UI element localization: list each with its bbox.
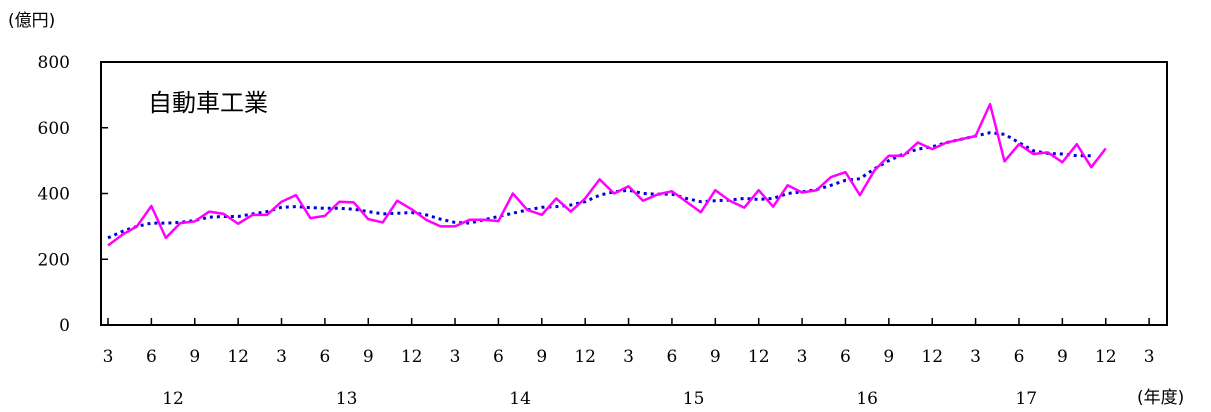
x-tick-label: 3	[276, 347, 287, 367]
year-label: 13	[336, 389, 358, 409]
x-tick-label: 12	[401, 347, 423, 367]
x-tick-label: 6	[1014, 347, 1025, 367]
y-axis: 0 200 400 600 800	[38, 53, 108, 336]
x-tick-label: 6	[146, 347, 157, 367]
x-tick-label: 9	[883, 347, 894, 367]
x-tick-label: 6	[667, 347, 678, 367]
x-tick-label: 3	[623, 347, 634, 367]
x-tick-label: 12	[574, 347, 596, 367]
x-tick-label: 3	[970, 347, 981, 367]
year-label: 12	[162, 389, 184, 409]
x-tick-label: 9	[189, 347, 200, 367]
x-tick-label: 12	[921, 347, 943, 367]
x-tick-label: 3	[797, 347, 808, 367]
x-tick-label: 12	[748, 347, 770, 367]
x-tick-label: 6	[319, 347, 330, 367]
x-tick-label: 3	[450, 347, 461, 367]
x-axis: 3 6 9 12 3 6 9 12 3 6 9 12 3 6 9 12 3 6 9 12 3 6 9 12 3	[103, 318, 1155, 367]
y-tick-label: 200	[38, 250, 70, 270]
original-line	[107, 102, 1107, 247]
x-tick-label: 6	[840, 347, 851, 367]
x-tick-label: 9	[536, 347, 547, 367]
year-label: 14	[509, 389, 531, 409]
y-tick-label: 600	[38, 119, 70, 139]
x-tick-label: 12	[227, 347, 249, 367]
year-label: 17	[1015, 389, 1037, 409]
trend-line	[107, 131, 1092, 240]
year-labels: 12 13 14 15 16 17	[162, 389, 1037, 409]
x-tick-label: 12	[1095, 347, 1117, 367]
x-tick-label: 9	[710, 347, 721, 367]
year-label: 15	[683, 389, 705, 409]
year-label: 16	[856, 389, 878, 409]
y-tick-label: 800	[38, 53, 70, 73]
series-lines	[107, 102, 1107, 247]
y-axis-label: (億円)	[8, 11, 55, 31]
chart-title: 自動車工業	[148, 89, 268, 117]
x-tick-label: 3	[103, 347, 114, 367]
x-tick-label: 9	[1057, 347, 1068, 367]
y-tick-label: 0	[59, 316, 70, 336]
x-tick-label: 9	[363, 347, 374, 367]
x-axis-label: (年度)	[1137, 388, 1184, 408]
x-tick-label: 3	[1144, 347, 1155, 367]
x-tick-label: 6	[493, 347, 504, 367]
y-tick-label: 400	[38, 185, 70, 205]
